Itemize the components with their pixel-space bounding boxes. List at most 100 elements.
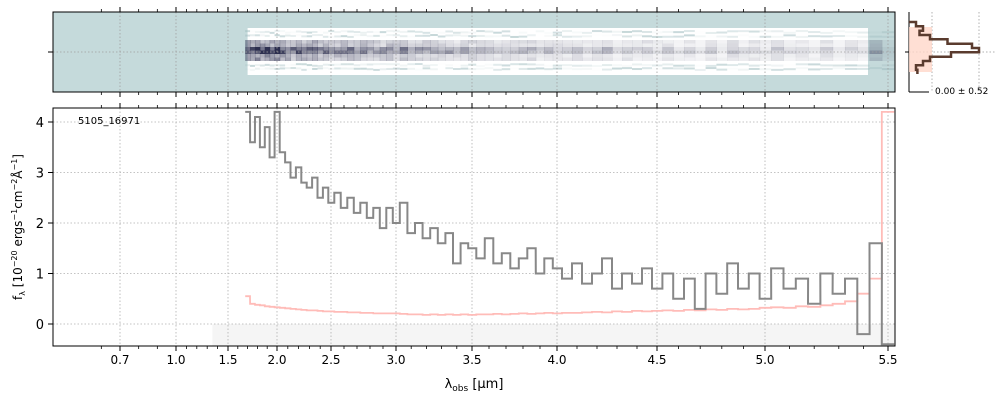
spectrum-2d-pixel [399, 64, 408, 67]
spectrum-2d-pixel [279, 43, 286, 47]
spectrum-2d-pixel [501, 43, 511, 47]
spectrum-2d-pixel [602, 40, 613, 44]
spectrum-2d-pixel [881, 31, 895, 34]
spectrum-2d-pixel [379, 54, 387, 58]
spectrum-2d-pixel [552, 31, 562, 34]
spectrum-2d-pixel [662, 63, 674, 66]
spectrum-2d-pixel [662, 30, 674, 33]
spectrum-2d-pixel [510, 54, 520, 58]
spectrum-2d-pixel [437, 35, 446, 38]
spectrum-2d-pixel [820, 40, 834, 44]
spectrum-2d-pixel [254, 67, 260, 70]
spectrum-2d-pixel [430, 30, 438, 33]
spectrum-2d-pixel [857, 43, 871, 47]
spectrum-2d-pixel [612, 47, 623, 51]
spectrum-2d-pixel [453, 40, 462, 44]
spectrum-2d-pixel [527, 63, 536, 66]
y-axis-label: fλ [10−20 ergs−1cm−2Å−1] [10, 154, 27, 300]
spectrum-2d-pixel [312, 50, 318, 54]
spectrum-2d-pixel [301, 35, 307, 38]
spectrum-2d-pixel [269, 57, 276, 61]
spectrum-2d-pixel [317, 64, 323, 67]
spectrum-2d-pixel [453, 31, 461, 34]
spectrum-2d-pixel [274, 34, 280, 37]
spectrum-2d-pixel [460, 54, 469, 58]
spectrum-2d-pixel [544, 34, 553, 37]
spectrum-2d-pixel [518, 43, 528, 47]
spectrum-2d-pixel [445, 47, 454, 51]
spectrum-2d-pixel [795, 54, 809, 58]
spectrum-2d-pixel [783, 31, 796, 34]
spectrum-2d-pixel [360, 57, 368, 61]
spectrum-2d-pixel [632, 34, 642, 37]
spectrum-2d-pixel [250, 64, 255, 67]
spectrum-2d-pixel [652, 54, 663, 58]
spectrum-2d-pixel [844, 64, 858, 67]
spectrum-2d-pixel [334, 54, 342, 58]
spectrum-2d-pixel [290, 50, 297, 54]
spectrum-2d-pixel [869, 35, 882, 38]
spectrum-2d-pixel [322, 35, 329, 38]
spectrum-2d-pixel [353, 67, 361, 70]
spectrum-2d-pixel [612, 64, 622, 67]
spectrum-2d-pixel [460, 47, 469, 51]
spectrum-2d-pixel [366, 57, 374, 61]
spectrum-2d-pixel [535, 67, 545, 70]
spectrum-2d-pixel [501, 50, 511, 54]
spectrum-2d-pixel [476, 43, 486, 47]
spectrum-2d-pixel [572, 50, 583, 54]
spectrum-2d-pixel [386, 34, 393, 37]
spectrum-2d-pixel [279, 57, 286, 61]
spectrum-2d-pixel [366, 30, 374, 33]
spectrum-2d-pixel [430, 34, 438, 37]
spectrum-2d-pixel [301, 63, 307, 66]
spectrum-2d-pixel [705, 67, 717, 70]
spectrum-2d-pixel [445, 40, 454, 44]
spectrum-2d-pixel [795, 43, 809, 47]
spectrum-2d-pixel [562, 40, 573, 44]
spectrum-2d-pixel [552, 47, 563, 51]
spectrum-2d-pixel [759, 54, 772, 58]
spectrum-2d-pixel [460, 34, 469, 37]
spectrum-2d-pixel [373, 57, 381, 61]
spectrum-2d-pixel [285, 40, 291, 44]
spectrum-2d-pixel [290, 67, 296, 70]
spectrum-2d-pixel [295, 67, 302, 70]
spectrum-2d-pixel [306, 57, 313, 61]
spectrum-2d-pixel [245, 34, 251, 37]
spectrum-2d-pixel [820, 57, 834, 61]
spectrum-2d-pixel [476, 34, 485, 37]
spectrum-2d-pixel [438, 63, 446, 65]
spectrum-2d-pixel [748, 40, 761, 44]
spectrum-2d-pixel [399, 30, 408, 33]
spectrum-2d-pixel [592, 57, 603, 61]
spectrum-2d-pixel [602, 64, 612, 67]
spectrum-2d-pixel [527, 50, 537, 54]
spectrum-2d-pixel [795, 40, 809, 44]
spectrum-2d-pixel [259, 47, 266, 51]
spectrum-2d-pixel [572, 40, 583, 44]
spectrum-2d-pixel [510, 40, 520, 44]
spectrum-2d-pixel [301, 47, 308, 51]
spectrum-2d-pixel [684, 64, 695, 67]
spectrum-2d-pixel [334, 63, 341, 66]
spectrum-2d-pixel [673, 54, 685, 58]
spectrum-2d-pixel [306, 47, 313, 51]
spectrum-2d-pixel [748, 67, 760, 70]
spectrum-2d-pixel [460, 57, 469, 61]
spectrum-2d-pixel [771, 47, 784, 51]
spectrum-2d-pixel [632, 40, 643, 44]
spectrum-2d-pixel [340, 54, 348, 58]
spectrum-2d-pixel [334, 57, 342, 61]
spectrum-2d-pixel [572, 47, 583, 51]
spectrum-2d-pixel [684, 30, 695, 33]
spectrum-2d-pixel [808, 57, 821, 61]
spectrum-2d-pixel [527, 34, 536, 37]
spectrum-2d-pixel [306, 64, 313, 67]
spectrum-2d-pixel [366, 50, 374, 54]
spectrum-2d-pixel [510, 47, 520, 51]
spectrum-2d-pixel [727, 35, 738, 38]
spectrum-2d-pixel [373, 34, 380, 37]
x-tick-label: 3.0 [386, 353, 405, 367]
spectrum-2d-pixel [468, 43, 477, 47]
